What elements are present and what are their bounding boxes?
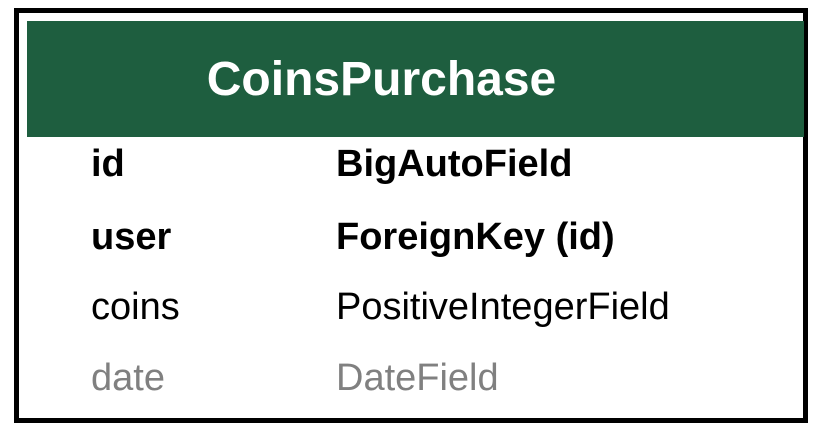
field-name: id <box>91 143 125 185</box>
field-row-id: id BigAutoField <box>19 134 803 194</box>
field-type: ForeignKey (id) <box>336 216 615 258</box>
model-title: CoinsPurchase <box>206 52 557 106</box>
field-row-date: date DateField <box>19 348 803 408</box>
field-row-user: user ForeignKey (id) <box>19 207 803 267</box>
field-row-coins: coins PositiveIntegerField <box>19 277 803 337</box>
field-type: PositiveIntegerField <box>336 286 670 328</box>
model-header: CoinsPurchase <box>27 21 804 137</box>
field-name: user <box>91 216 172 258</box>
field-name: date <box>91 357 165 399</box>
model-table: CoinsPurchase id BigAutoField user Forei… <box>14 8 808 423</box>
field-type: BigAutoField <box>336 143 573 185</box>
field-type: DateField <box>336 357 499 399</box>
field-name: coins <box>91 286 180 328</box>
